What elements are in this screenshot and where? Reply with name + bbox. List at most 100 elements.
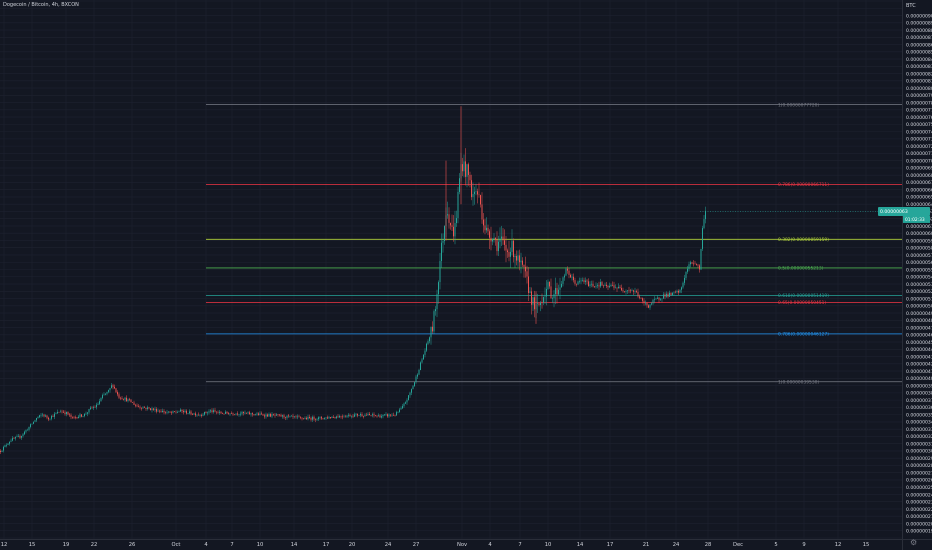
candle-body	[510, 251, 511, 257]
candle-body	[402, 406, 403, 409]
fib-level-label: 0.5(0.00000055213)	[778, 266, 824, 272]
candle-body	[576, 283, 577, 285]
y-tick-label: 0.00000080000	[906, 86, 932, 92]
candle-body	[654, 299, 655, 301]
candle-body	[525, 266, 526, 272]
candle-body	[57, 412, 58, 414]
fib-level-label: 1(0.00000039530)	[778, 379, 819, 385]
candle-body	[219, 411, 220, 413]
candle-body	[36, 418, 37, 421]
candle-body	[622, 290, 624, 292]
candle-body	[364, 414, 366, 417]
candle-body	[33, 421, 34, 424]
y-tick-label: 0.00000042000	[906, 362, 932, 368]
y-tick-label: 0.00000051000	[906, 296, 932, 302]
candle-body	[561, 283, 562, 288]
y-tick-label: 0.00000020000	[906, 521, 932, 527]
candle-body	[612, 284, 613, 286]
candle-body	[358, 415, 360, 416]
candle-body	[673, 291, 675, 293]
candle-body	[625, 291, 627, 292]
y-tick-label: 0.00000049000	[906, 311, 932, 317]
candle-body	[193, 413, 195, 415]
candle-body	[319, 417, 321, 418]
candle-body	[306, 417, 307, 420]
candle-body	[415, 376, 417, 383]
candle-body	[423, 354, 424, 360]
candle-body	[186, 410, 187, 414]
candle-body	[396, 412, 397, 416]
candle-body	[450, 222, 451, 226]
candle-body	[106, 391, 108, 394]
candle-body	[621, 287, 622, 291]
candle-body	[315, 419, 316, 420]
x-tick-label: 20	[349, 542, 356, 548]
candle-body	[45, 415, 46, 417]
candle-body	[262, 414, 264, 416]
candle-body	[585, 280, 586, 283]
candle-body	[372, 414, 373, 416]
candle-body	[448, 214, 450, 223]
candle-body	[406, 399, 408, 403]
candle-body	[168, 411, 169, 413]
settings-gear-icon[interactable]: ⚙	[910, 538, 918, 547]
y-tick-label: 0.00000088000	[906, 28, 932, 34]
candle-body	[334, 417, 336, 418]
candle-body	[144, 407, 145, 409]
x-tick-label: 14	[577, 542, 584, 548]
candle-body	[247, 412, 249, 414]
candle-body	[616, 287, 618, 289]
y-tick-label: 0.00000078000	[906, 100, 932, 106]
candle-body	[394, 415, 396, 416]
candle-body	[523, 264, 525, 267]
candle-body	[324, 417, 325, 419]
candle-body	[483, 219, 484, 226]
price-unit-label: BTC	[906, 3, 916, 9]
candle-body	[243, 411, 244, 414]
candle-body	[289, 416, 291, 417]
candle-body	[675, 291, 676, 293]
candle-body	[157, 410, 159, 412]
candle-body	[495, 237, 496, 240]
y-tick-label: 0.00000036000	[906, 405, 932, 411]
candle-body	[697, 264, 699, 266]
candle-body	[550, 286, 552, 299]
candle-body	[39, 415, 40, 418]
candle-body	[273, 414, 274, 415]
candle-body	[400, 408, 402, 410]
y-tick-label: 0.00000083000	[906, 64, 932, 70]
candle-body	[27, 429, 28, 431]
candle-body	[147, 407, 148, 409]
y-tick-label: 0.00000084000	[906, 57, 932, 63]
candle-body	[340, 415, 342, 417]
candle-body	[454, 223, 456, 237]
candle-body	[432, 326, 433, 332]
candle-body	[298, 416, 300, 418]
candle-body	[493, 237, 495, 239]
candle-body	[393, 414, 394, 416]
candle-body	[648, 305, 649, 308]
candle-body	[517, 255, 519, 261]
candle-body	[301, 417, 303, 419]
x-tick-label: Dec	[733, 542, 743, 548]
y-tick-label: 0.00000076000	[906, 115, 932, 121]
candle-body	[171, 412, 172, 414]
candle-body	[229, 413, 231, 415]
candle-body	[472, 194, 474, 198]
y-tick-label: 0.00000055000	[906, 267, 932, 273]
candle-body	[570, 274, 571, 278]
candle-body	[331, 417, 333, 418]
candle-body	[237, 413, 238, 415]
candle-body	[543, 297, 544, 303]
candle-body	[135, 404, 136, 406]
y-tick-label: 0.00000027000	[906, 470, 932, 476]
candle-body	[313, 416, 315, 420]
candle-body	[249, 412, 250, 415]
candle-body	[514, 256, 516, 258]
candle-body	[390, 414, 391, 416]
candle-body	[90, 407, 91, 409]
fib-level-label: 0.618(0.00000051419)	[778, 293, 829, 299]
y-tick-label: 0.00000064000	[906, 202, 932, 208]
